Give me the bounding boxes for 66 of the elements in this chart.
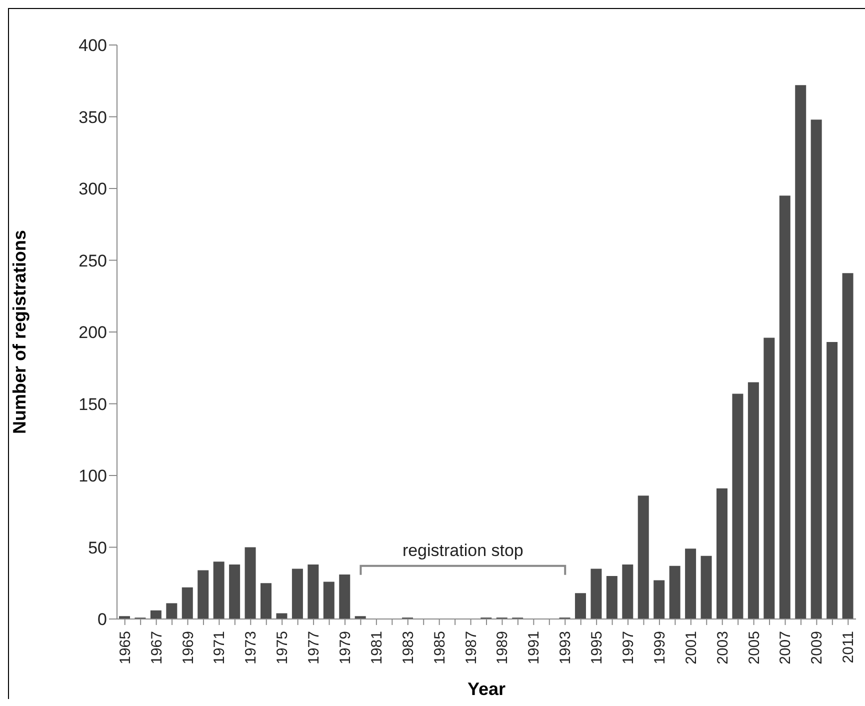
x-axis-title: Year [467,679,506,699]
bar [669,566,680,619]
annotation: registration stop [402,540,524,560]
y-tick-label: 250 [78,251,107,270]
bar [685,548,696,619]
bar [795,85,806,619]
bar [339,574,350,619]
x-tick-label: 2003 [714,631,732,664]
y-tick-label: 50 [88,538,107,558]
x-tick-label: 2009 [808,631,826,664]
x-tick-label: 2011 [840,631,858,664]
x-tick-label: 1973 [242,631,260,664]
x-tick-label: 1983 [400,631,417,664]
x-tick-label: 1967 [148,631,166,664]
bar [826,342,838,619]
x-tick-label: 1965 [116,631,134,664]
bar [308,564,319,619]
y-tick-label: 300 [78,180,107,199]
bar [590,568,602,619]
bar [166,603,178,619]
bar [229,564,240,619]
y-tick-label: 100 [78,466,107,486]
bar [150,610,162,619]
x-tick-label: 2007 [777,631,794,664]
y-tick-label: 150 [78,394,107,414]
bar [606,576,618,619]
bar [198,570,209,619]
x-tick-label: 1981 [368,631,386,664]
bar [323,582,334,619]
bar [292,568,303,619]
x-tick-label: 2005 [746,631,763,664]
x-tick-label: 1993 [557,631,574,664]
x-tick-label: 1971 [211,631,228,664]
y-tick-label: 200 [78,323,107,342]
x-tick-label: 1989 [494,631,512,664]
y-tick-label: 400 [78,36,107,56]
x-tick-label: 1969 [180,631,197,664]
y-axis-title: Number of registrations [9,230,30,434]
bar [213,562,224,619]
bar [622,564,634,619]
x-tick-label: 1991 [526,631,543,664]
bar [654,580,665,619]
x-tick-label: 1985 [431,631,448,664]
x-tick-label: 1975 [274,631,292,664]
x-tick-label: 1977 [306,631,323,664]
bar [732,394,744,619]
bar [748,382,759,619]
bar [638,496,649,619]
bar [810,120,822,619]
bar [244,547,256,619]
bar [842,273,854,619]
bar [260,583,272,619]
x-tick-label: 1987 [462,631,480,664]
y-tick-label: 0 [98,610,107,630]
x-tick-label: 1999 [651,631,668,664]
bar [574,593,586,619]
y-tick-label: 350 [78,108,107,127]
x-tick-label: 2001 [682,631,700,664]
bar [779,196,790,619]
x-tick-label: 1979 [336,631,354,664]
bar [182,587,193,619]
bar [716,488,728,619]
bar [700,556,712,619]
x-tick-label: 1995 [588,631,606,664]
x-tick-label: 1997 [620,631,638,664]
bar [764,338,775,619]
